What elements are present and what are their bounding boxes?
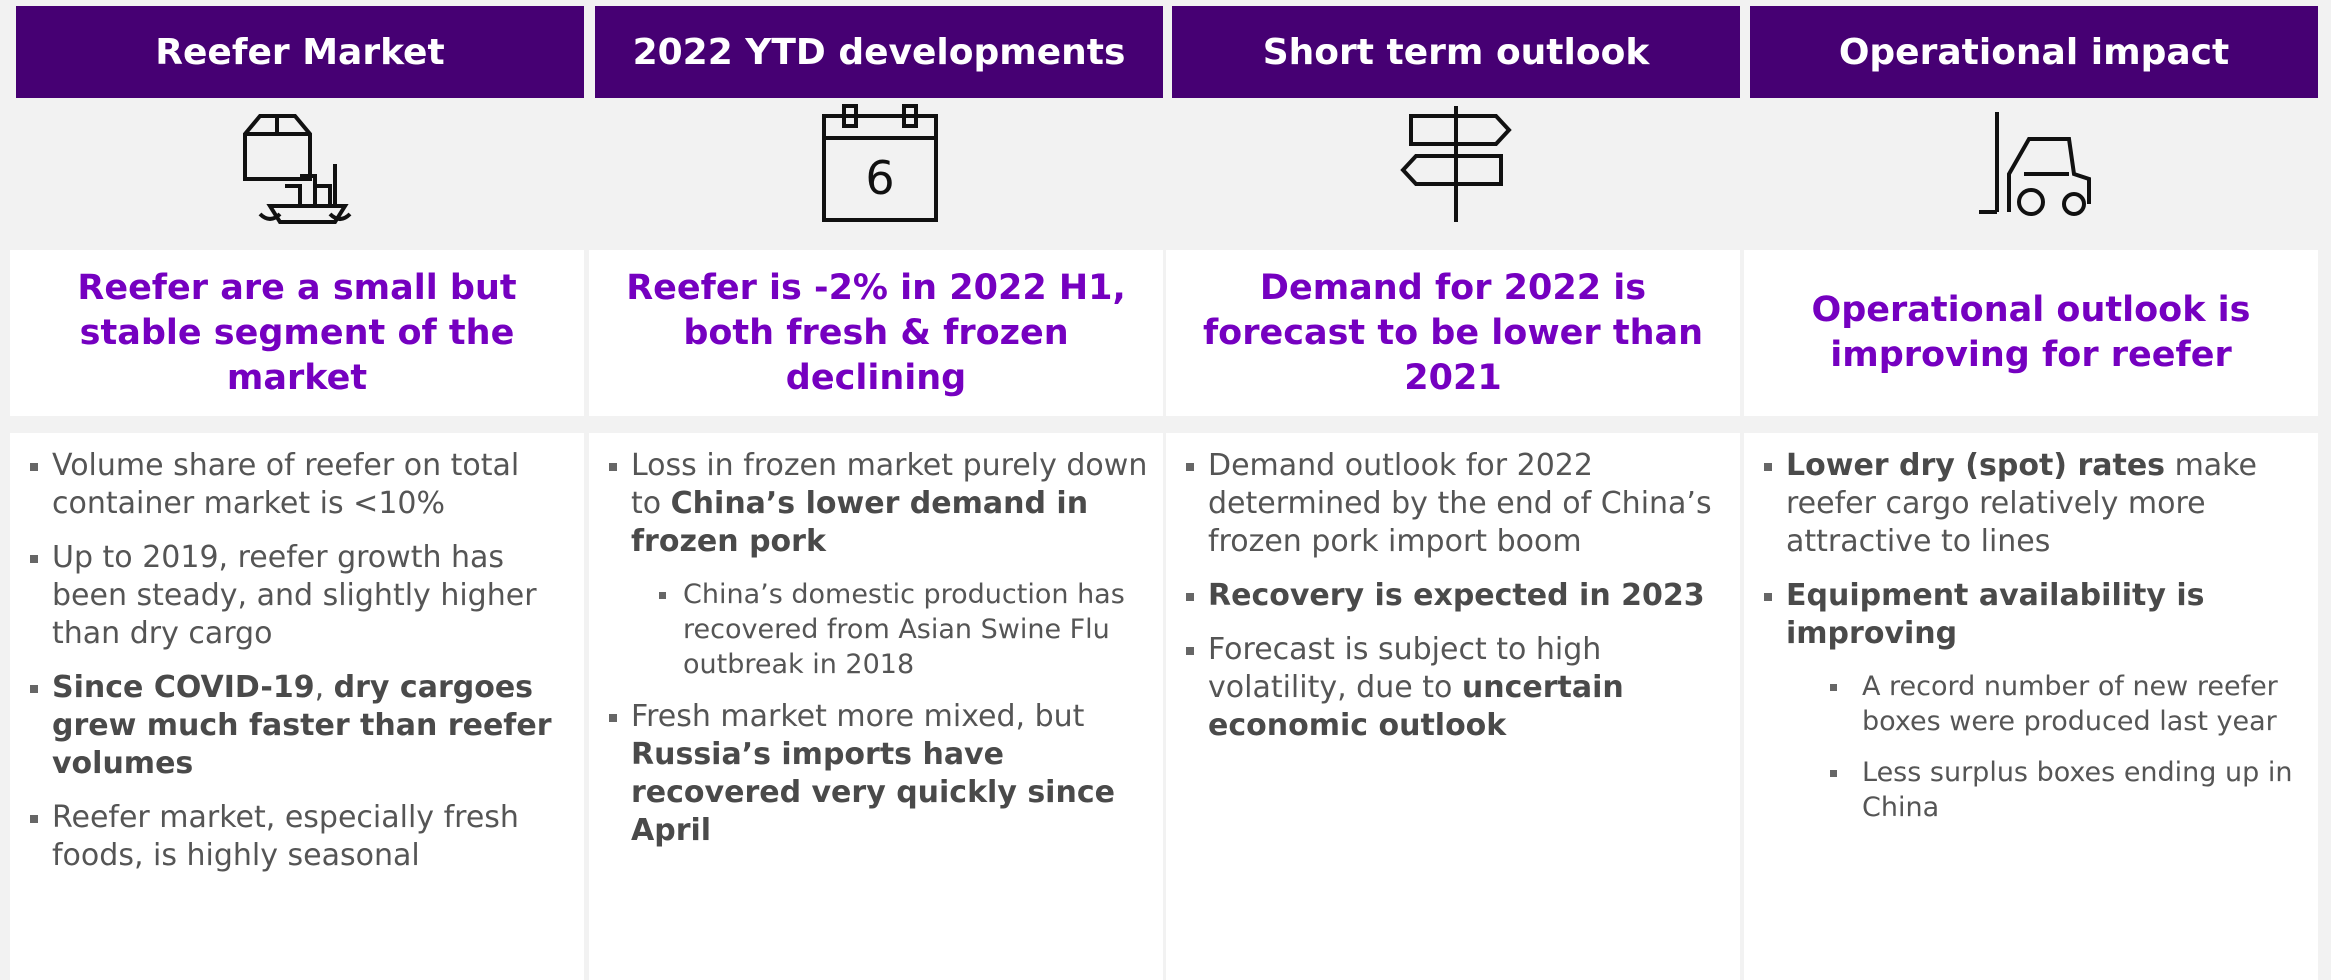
bullet-text: Up to 2019, reefer growth has been stead…: [52, 540, 537, 651]
bullet: A record number of new reefer boxes were…: [1758, 669, 2304, 739]
bullet: Lower dry (spot) rates make reefer cargo…: [1758, 447, 2304, 561]
bullet-list: Loss in frozen market purely down to Chi…: [589, 433, 1163, 980]
bullet-text: Lower dry (spot) rates: [1786, 448, 2166, 483]
column-header: Reefer Market: [16, 6, 584, 98]
bullet: Demand outlook for 2022 determined by th…: [1180, 447, 1726, 561]
bullet-text: Volume share of reefer on total containe…: [52, 448, 520, 521]
bullet-text: dry cargoes grew much faster than reefer…: [52, 670, 552, 781]
bullet-text: Fresh market more mixed, but: [631, 699, 1085, 734]
bullet: Volume share of reefer on total containe…: [24, 447, 570, 523]
headline: Demand for 2022 is forecast to be lower …: [1166, 250, 1740, 416]
bullet: Loss in frozen market purely down to Chi…: [603, 447, 1149, 561]
icon: 6: [595, 104, 1163, 240]
bullet-text: A record number of new reefer boxes were…: [1862, 671, 2278, 737]
column-header: Operational impact: [1750, 6, 2318, 98]
bullet-text: ,: [314, 670, 334, 705]
bullet-text: China’s lower demand in frozen pork: [631, 486, 1089, 559]
bullet-text: Since COVID-19: [52, 670, 315, 705]
column: 6 2022 YTD developments Reefer is -2% in …: [589, 0, 1163, 980]
column-header: Short term outlook: [1172, 6, 1740, 98]
bullet: Up to 2019, reefer growth has been stead…: [24, 539, 570, 653]
bullet: Reefer market, especially fresh foods, i…: [24, 799, 570, 875]
headline: Reefer are a small but stable segment of…: [10, 250, 584, 416]
box-ship-icon: [243, 114, 352, 224]
bullet-text: Demand outlook for 2022 determined by th…: [1208, 448, 1712, 559]
calendar-icon: 6: [822, 104, 938, 222]
column: Reefer Market Reefer are a small but stab…: [10, 0, 584, 980]
bullet-text: Forecast is subject to high volatility, …: [1208, 632, 1602, 705]
headline: Reefer is -2% in 2022 H1, both fresh & f…: [589, 250, 1163, 416]
column-header: 2022 YTD developments: [595, 6, 1163, 98]
column: Operational impact Operational outlook is…: [1744, 0, 2318, 980]
signpost-icon: [1400, 106, 1512, 222]
icon: [16, 104, 584, 240]
bullet-text: China’s domestic production has recovere…: [683, 579, 1125, 680]
bullet: Recovery is expected in 2023: [1180, 577, 1726, 615]
icon: [1172, 104, 1740, 240]
headline: Operational outlook is improving for ree…: [1744, 250, 2318, 416]
bullet: Fresh market more mixed, but Russia’s im…: [603, 698, 1149, 850]
column: Short term outlook Demand for 2022 is for…: [1166, 0, 1740, 980]
calendar-day: 6: [865, 151, 894, 205]
bullet-text: make reefer cargo relatively more attrac…: [1786, 448, 2257, 559]
bullet-list: Volume share of reefer on total containe…: [10, 433, 584, 980]
bullet: Since COVID-19, dry cargoes grew much fa…: [24, 669, 570, 783]
bullet-text: Less surplus boxes ending up in China: [1862, 757, 2293, 823]
bullet-list: Lower dry (spot) rates make reefer cargo…: [1744, 433, 2318, 980]
bullet-text: Equipment availability is improving: [1786, 578, 2205, 651]
bullet-list: Demand outlook for 2022 determined by th…: [1166, 433, 1740, 980]
bullet: Less surplus boxes ending up in China: [1758, 755, 2304, 825]
forklift-icon: [1979, 112, 2091, 216]
bullet-text: Recovery is expected in 2023: [1208, 578, 1705, 613]
bullet: Equipment availability is improving: [1758, 577, 2304, 653]
icon: [1750, 104, 2318, 240]
bullet-text: Reefer market, especially fresh foods, i…: [52, 800, 519, 873]
bullet-text: Loss in frozen market purely down to: [631, 448, 1148, 521]
bullet-text: Russia’s imports have recovered very qui…: [631, 737, 1115, 848]
bullet: China’s domestic production has recovere…: [603, 577, 1149, 682]
bullet-text: uncertain economic outlook: [1208, 670, 1624, 743]
bullet: Forecast is subject to high volatility, …: [1180, 631, 1726, 745]
